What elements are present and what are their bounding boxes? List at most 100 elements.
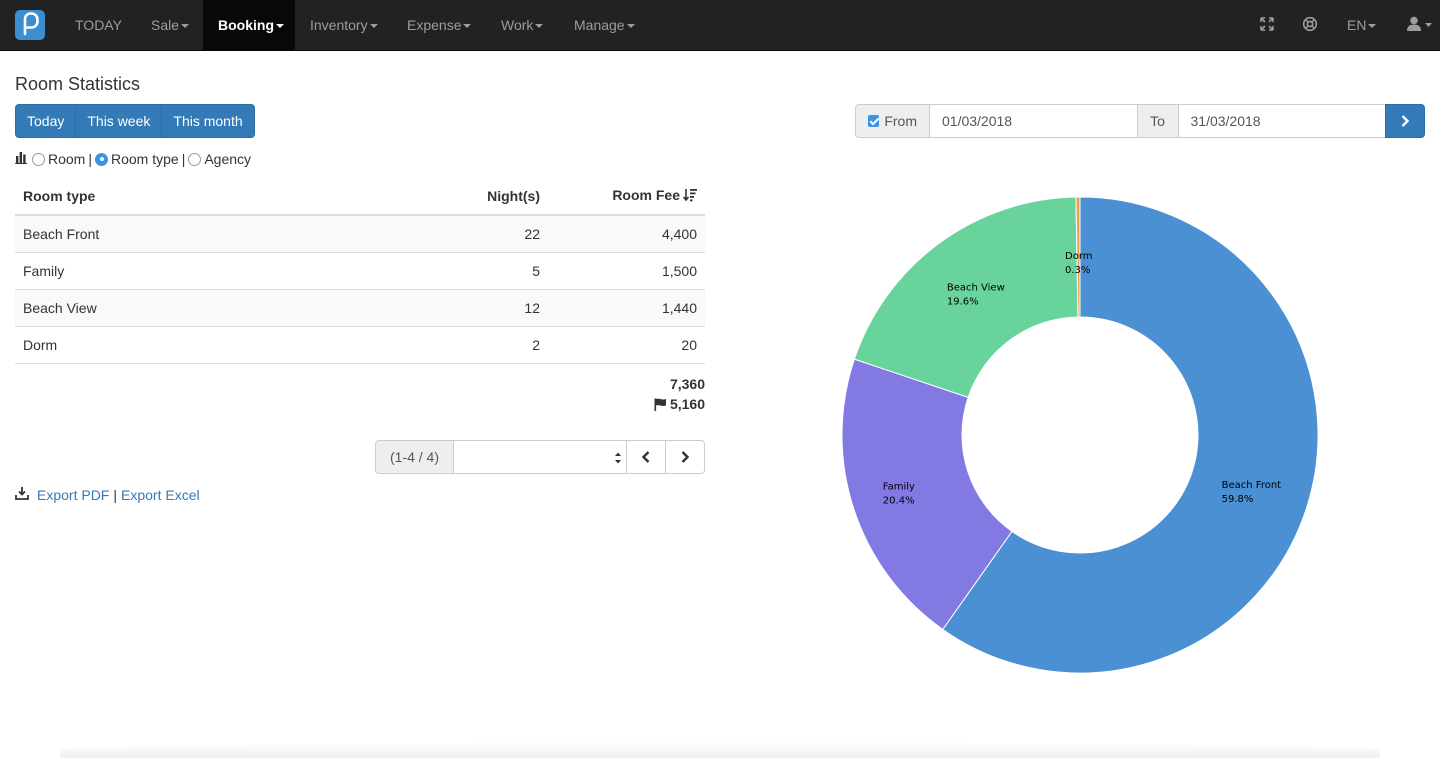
group-by-selector: Room | Room type | Agency [15,150,251,168]
flag-icon [654,396,667,416]
chevron-down-icon [181,24,190,29]
radio-agency-label[interactable]: Agency [204,151,252,167]
nav-manage[interactable]: Manage [559,0,647,50]
nav-label: Inventory [310,17,368,33]
slice-label: Dorm 0.3% [1065,251,1093,276]
export-pdf-link[interactable]: Export PDF [37,486,110,503]
room-fee-cell: 20 [548,325,705,363]
room-type-donut-chart: Beach Front 59.8% Family 20.4% Beach View 19.… [841,196,1319,674]
select-arrows-icon [615,452,621,464]
chevron-down-icon [463,24,472,29]
header-nights[interactable]: Night(s) [375,178,548,216]
radio-room-label[interactable]: Room [48,151,86,167]
nav-label: Manage [574,17,625,33]
donut-slice-dorm[interactable] [1075,196,1081,318]
radio-room-type[interactable] [95,152,108,166]
nav-label: Sale [151,17,180,33]
from-label: From [884,113,917,129]
slice-label: Family 20.4% [883,481,915,506]
nav-label: Expense [407,17,462,33]
nav-label: Work [501,17,534,33]
radio-agency[interactable] [188,152,202,166]
chevron-left-icon [641,451,650,463]
download-icon [15,486,29,503]
next-page-button[interactable] [665,440,705,474]
nav-label: Booking [218,17,274,33]
header-room-fee[interactable]: Room Fee [548,178,705,216]
chevron-right-icon [681,451,690,463]
top-navbar: TODAY Sale Booking Inventory Expense Work Mana… [0,0,1440,51]
page-size-select[interactable] [453,440,627,474]
header-room-fee-label: Room Fee [612,187,680,203]
previous-page-button[interactable] [626,440,666,474]
app-logo[interactable] [15,10,45,40]
total-fee: 7,360 [669,376,705,392]
room-type-cell: Beach Front [15,214,375,252]
support-icon[interactable] [1302,16,1320,34]
page-footer-shadow [60,742,1380,758]
room-fee-cell: 1,500 [548,251,705,289]
this-week-button[interactable]: This week [75,104,163,138]
separator: | [181,151,186,167]
logo-icon [23,12,39,36]
flagged-total-row: 5,160 [654,394,705,416]
table-header-row: Room type Night(s) Room Fee [15,178,705,216]
radio-room[interactable] [32,152,45,166]
totals-divider [15,363,705,364]
user-icon[interactable] [1407,16,1433,34]
table-row: Beach Front 22 4,400 [15,214,705,252]
from-addon[interactable]: From [855,104,930,138]
room-stats-table: Room type Night(s) Room Fee Beach Front 2… [15,178,705,363]
room-type-cell: Family [15,251,375,289]
room-type-cell: Beach View [15,288,375,326]
page-title: Room Statistics [15,74,141,94]
today-button[interactable]: Today [15,104,77,138]
room-fee-cell: 1,440 [548,288,705,326]
to-label: To [1136,104,1179,138]
slice-label: Beach View 19.6% [947,282,1005,307]
flagged-total: 5,160 [669,396,705,412]
nav-booking[interactable]: Booking [203,0,295,50]
nav-label: TODAY [75,17,122,33]
chevron-down-icon [369,24,378,29]
export-links: Export PDF | Export Excel [15,486,200,503]
room-type-cell: Dorm [15,325,375,363]
nav-today[interactable]: TODAY [60,0,135,50]
separator: | [88,151,92,167]
bar-chart-icon [15,151,29,167]
language-menu[interactable]: EN [1332,0,1391,50]
slice-label-percent: 59.8% [1222,494,1254,505]
slice-label-name: Dorm [1065,251,1093,262]
donut-slice-beach-view[interactable] [853,196,1079,399]
from-checkbox[interactable] [868,115,880,127]
date-range-filter: From 01/03/2018 To 31/03/2018 [855,104,1426,138]
chevron-down-icon [535,24,544,29]
donut-slice-family[interactable] [841,358,1013,631]
export-excel-link[interactable]: Export Excel [121,486,200,503]
slice-label-name: Family [883,481,915,492]
fullscreen-icon[interactable] [1259,16,1277,34]
chevron-down-icon [626,24,635,29]
donut-slice-beach-front[interactable] [942,196,1319,674]
from-date-input[interactable]: 01/03/2018 [929,104,1138,138]
chevron-down-icon [276,24,284,29]
radio-room-type-label[interactable]: Room type [111,151,179,167]
sort-desc-icon[interactable] [682,188,697,205]
this-month-button[interactable]: This month [161,104,255,138]
nav-expense[interactable]: Expense [392,0,486,50]
chevron-down-icon [1368,24,1377,29]
header-room-type[interactable]: Room type [15,178,375,216]
table-row: Beach View 12 1,440 [15,288,705,326]
export-separator: | [113,486,117,503]
nav-work[interactable]: Work [486,0,559,50]
table-row: Family 5 1,500 [15,251,705,289]
to-date-input[interactable]: 31/03/2018 [1177,104,1387,138]
nights-cell: 5 [375,251,548,289]
table-row: Dorm 2 20 [15,325,705,363]
nav-sale[interactable]: Sale [136,0,203,50]
slice-label-name: Beach Front [1222,480,1282,491]
slice-label-name: Beach View [947,282,1005,293]
nights-cell: 22 [375,214,548,252]
apply-date-button[interactable] [1385,104,1426,138]
nav-inventory[interactable]: Inventory [295,0,392,50]
